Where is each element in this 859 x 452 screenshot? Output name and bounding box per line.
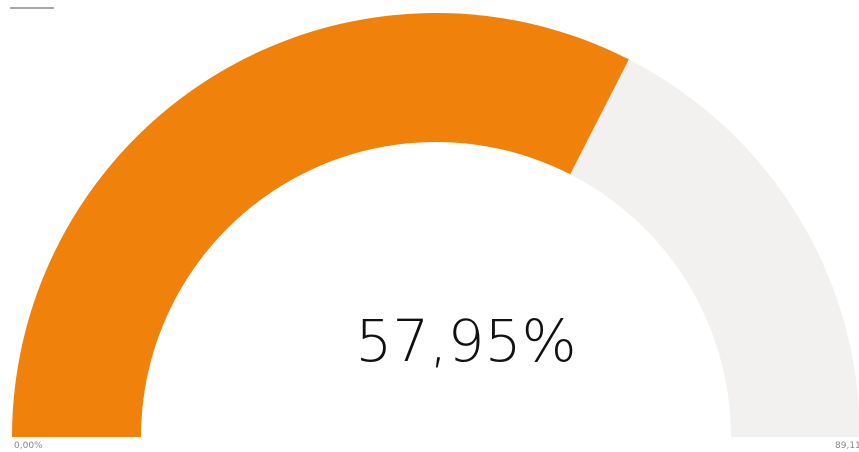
- range-label: 0,00%: [14, 441, 43, 451]
- gauge-value: [12, 12, 629, 438]
- range-label: 89,11%: [835, 441, 859, 451]
- value-label: 57,95%: [355, 307, 576, 375]
